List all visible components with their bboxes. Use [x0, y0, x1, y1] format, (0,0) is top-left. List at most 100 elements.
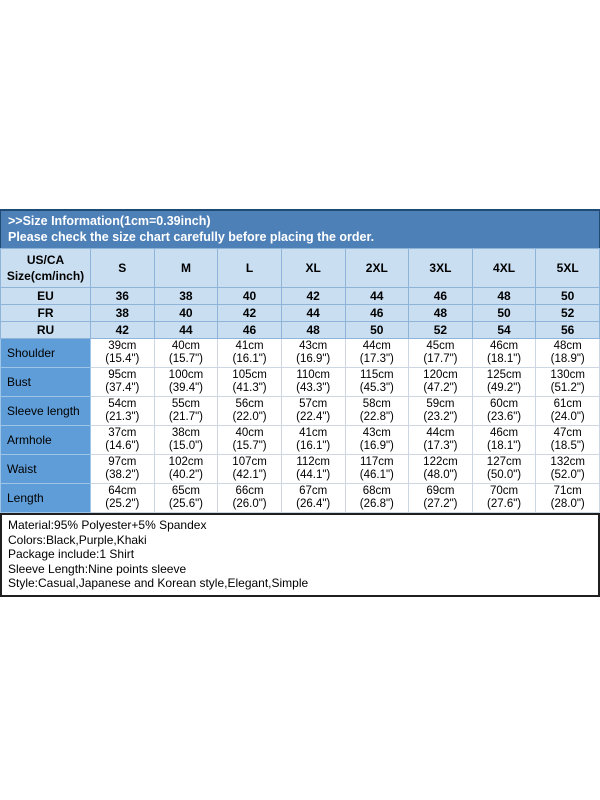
measure-cell: 117cm (46.1") [344, 454, 410, 484]
measure-cell: 115cm (45.3") [344, 367, 410, 397]
size-info-banner: >>Size Information(1cm=0.39inch) Please … [0, 209, 600, 248]
measure-cell: 61cm (24.0") [535, 396, 600, 426]
region-row-ru: RU 42 44 46 48 50 52 54 56 [0, 321, 600, 339]
measure-cell: 66cm (26.0") [217, 483, 282, 513]
measure-label: Shoulder [0, 338, 91, 368]
measure-row-armhole: Armhole 37cm (14.6") 38cm (15.0") 40cm (… [0, 425, 600, 455]
measure-cell: 55cm (21.7") [153, 396, 219, 426]
size-col-header-5xl: 5XL [535, 248, 600, 288]
measure-cell: 97cm (38.2") [90, 454, 155, 484]
measure-cell: 105cm (41.3") [217, 367, 282, 397]
size-chart-content: >>Size Information(1cm=0.39inch) Please … [0, 209, 600, 597]
size-col-header-xl: XL [280, 248, 346, 288]
info-line-package: Package include:1 Shirt [8, 547, 135, 562]
measure-cell: 56cm (22.0") [217, 396, 282, 426]
measure-label: Armhole [0, 425, 91, 455]
size-col-header-2xl: 2XL [344, 248, 410, 288]
corner-cell: US/CA Size(cm/inch) [0, 248, 91, 288]
measure-cell: 37cm (14.6") [90, 425, 155, 455]
product-info-box: Material:95% Polyester+5% Spandex Colors… [0, 513, 600, 597]
measure-cell: 120cm (47.2") [408, 367, 473, 397]
region-value: 44 [280, 304, 346, 322]
size-table: US/CA Size(cm/inch) S M L XL 2XL 3XL 4XL… [0, 248, 600, 513]
region-value: 38 [153, 287, 219, 305]
measure-cell: 112cm (44.1") [280, 454, 346, 484]
measure-cell: 102cm (40.2") [153, 454, 219, 484]
measure-label: Waist [0, 454, 91, 484]
measure-cell: 41cm (16.1") [217, 338, 282, 368]
region-value: 44 [344, 287, 410, 305]
measure-cell: 48cm (18.9") [535, 338, 600, 368]
measure-cell: 39cm (15.4") [90, 338, 155, 368]
measure-cell: 67cm (26.4") [280, 483, 346, 513]
measure-cell: 68cm (26.8") [344, 483, 410, 513]
region-value: 46 [408, 287, 473, 305]
measure-cell: 60cm (23.6") [471, 396, 537, 426]
region-value: 40 [153, 304, 219, 322]
region-row-fr: FR 38 40 42 44 46 48 50 52 [0, 304, 600, 322]
region-value: 46 [344, 304, 410, 322]
measure-row-bust: Bust 95cm (37.4") 100cm (39.4") 105cm (4… [0, 367, 600, 397]
measure-cell: 40cm (15.7") [217, 425, 282, 455]
measure-cell: 58cm (22.8") [344, 396, 410, 426]
measure-cell: 43cm (16.9") [280, 338, 346, 368]
region-value: 48 [471, 287, 537, 305]
measure-cell: 45cm (17.7") [408, 338, 473, 368]
size-header-row: US/CA Size(cm/inch) S M L XL 2XL 3XL 4XL… [0, 248, 600, 288]
measure-cell: 110cm (43.3") [280, 367, 346, 397]
size-col-header-3xl: 3XL [408, 248, 473, 288]
region-value: 52 [408, 321, 473, 339]
measure-label: Sleeve length [0, 396, 91, 426]
measure-cell: 46cm (18.1") [471, 425, 537, 455]
size-col-header-l: L [217, 248, 282, 288]
region-label: FR [0, 304, 91, 322]
region-value: 50 [344, 321, 410, 339]
measure-cell: 95cm (37.4") [90, 367, 155, 397]
info-line-sleeve-length: Sleeve Length:Nine points sleeve [8, 561, 187, 576]
measure-row-length: Length 64cm (25.2") 65cm (25.6") 66cm (2… [0, 483, 600, 513]
info-line-style: Style:Casual,Japanese and Korean style,E… [8, 576, 309, 591]
measure-label: Bust [0, 367, 91, 397]
region-value: 36 [90, 287, 155, 305]
info-line-material: Material:95% Polyester+5% Spandex [8, 518, 207, 532]
measure-row-shoulder: Shoulder 39cm (15.4") 40cm (15.7") 41cm … [0, 338, 600, 368]
region-value: 48 [408, 304, 473, 322]
measure-cell: 130cm (51.2") [535, 367, 600, 397]
measure-cell: 107cm (42.1") [217, 454, 282, 484]
measure-cell: 41cm (16.1") [280, 425, 346, 455]
info-line-colors: Colors:Black,Purple,Khaki [8, 532, 147, 547]
region-value: 42 [217, 304, 282, 322]
measure-cell: 132cm (52.0") [535, 454, 600, 484]
measure-cell: 100cm (39.4") [153, 367, 219, 397]
measure-cell: 70cm (27.6") [471, 483, 537, 513]
measure-cell: 125cm (49.2") [471, 367, 537, 397]
region-value: 56 [535, 321, 600, 339]
measure-cell: 64cm (25.2") [90, 483, 155, 513]
region-label: EU [0, 287, 91, 305]
region-row-eu: EU 36 38 40 42 44 46 48 50 [0, 287, 600, 305]
measure-cell: 44cm (17.3") [408, 425, 473, 455]
region-value: 52 [535, 304, 600, 322]
measure-cell: 44cm (17.3") [344, 338, 410, 368]
region-value: 48 [280, 321, 346, 339]
size-col-header-4xl: 4XL [471, 248, 537, 288]
measure-cell: 65cm (25.6") [153, 483, 219, 513]
measure-label: Length [0, 483, 91, 513]
region-value: 42 [90, 321, 155, 339]
region-value: 50 [471, 304, 537, 322]
measure-cell: 40cm (15.7") [153, 338, 219, 368]
size-col-header-m: M [153, 248, 219, 288]
measure-cell: 43cm (16.9") [344, 425, 410, 455]
measure-cell: 59cm (23.2") [408, 396, 473, 426]
measure-cell: 54cm (21.3") [90, 396, 155, 426]
measure-row-sleeve-length: Sleeve length 54cm (21.3") 55cm (21.7") … [0, 396, 600, 426]
measure-cell: 38cm (15.0") [153, 425, 219, 455]
region-value: 46 [217, 321, 282, 339]
measure-cell: 46cm (18.1") [471, 338, 537, 368]
region-value: 54 [471, 321, 537, 339]
measure-cell: 69cm (27.2") [408, 483, 473, 513]
measure-row-waist: Waist 97cm (38.2") 102cm (40.2") 107cm (… [0, 454, 600, 484]
region-value: 38 [90, 304, 155, 322]
measure-cell: 57cm (22.4") [280, 396, 346, 426]
